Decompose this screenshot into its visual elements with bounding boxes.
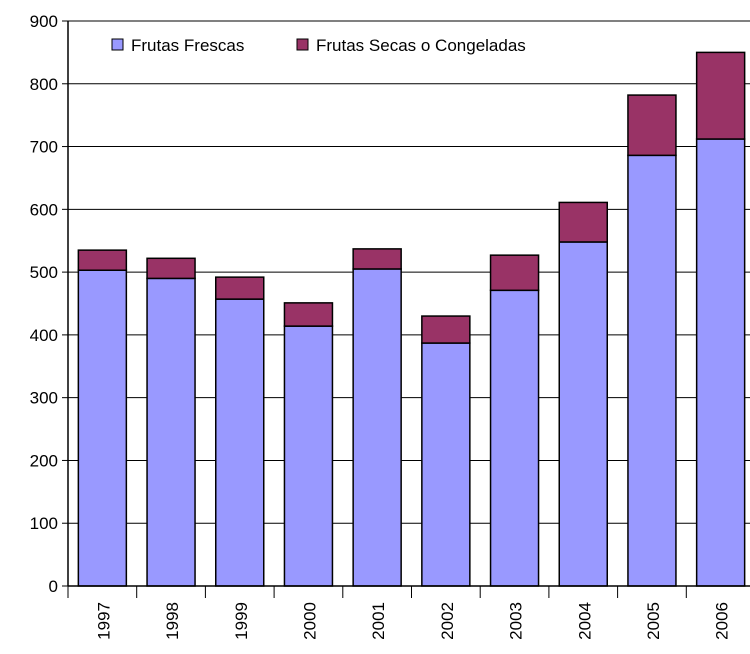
x-tick-label: 1999 (232, 602, 251, 640)
legend-swatch (296, 38, 309, 51)
bar-segment (558, 201, 608, 243)
x-tick-label: 2001 (369, 602, 388, 640)
bar-segment (489, 289, 540, 587)
bar-segment (283, 302, 334, 327)
x-tick-label: 1997 (94, 602, 113, 640)
bar-segment (421, 315, 471, 344)
x-tick-label: 2000 (300, 602, 319, 640)
bar-segment (627, 154, 677, 587)
bar-segment (215, 276, 265, 300)
y-tick-label: 100 (30, 514, 58, 533)
bar-segment (283, 325, 334, 587)
bar-segment (695, 138, 746, 587)
y-tick-label: 0 (49, 577, 58, 596)
bar-segment (421, 342, 471, 587)
bar-segment (215, 298, 265, 587)
bar-segment (146, 257, 196, 280)
bar-segment (352, 268, 402, 587)
x-tick-label: 2003 (507, 602, 526, 640)
y-tick-label: 500 (30, 263, 58, 282)
y-tick-label: 300 (30, 389, 58, 408)
bar-segment (146, 277, 196, 587)
bar-segment (77, 269, 128, 587)
legend-label: Frutas Secas o Congeladas (316, 36, 526, 55)
x-tick-label: 1998 (163, 602, 182, 640)
bar-segment (489, 254, 540, 292)
y-tick-label: 200 (30, 451, 58, 470)
legend-label: Frutas Frescas (131, 36, 244, 55)
y-tick-label: 800 (30, 75, 58, 94)
legend-swatch (111, 38, 124, 51)
x-tick-label: 2004 (575, 602, 594, 640)
bar-segment (695, 51, 746, 140)
bar-segment (77, 249, 128, 271)
x-tick-label: 2002 (438, 602, 457, 640)
y-tick-label: 600 (30, 200, 58, 219)
y-tick-label: 700 (30, 138, 58, 157)
y-tick-label: 400 (30, 326, 58, 345)
x-tick-label: 2006 (713, 602, 732, 640)
bar-segment (558, 241, 608, 587)
y-tick-label: 900 (30, 12, 58, 31)
x-tick-label: 2005 (644, 602, 663, 640)
bar-segment (627, 94, 677, 157)
bar-segment (352, 248, 402, 270)
